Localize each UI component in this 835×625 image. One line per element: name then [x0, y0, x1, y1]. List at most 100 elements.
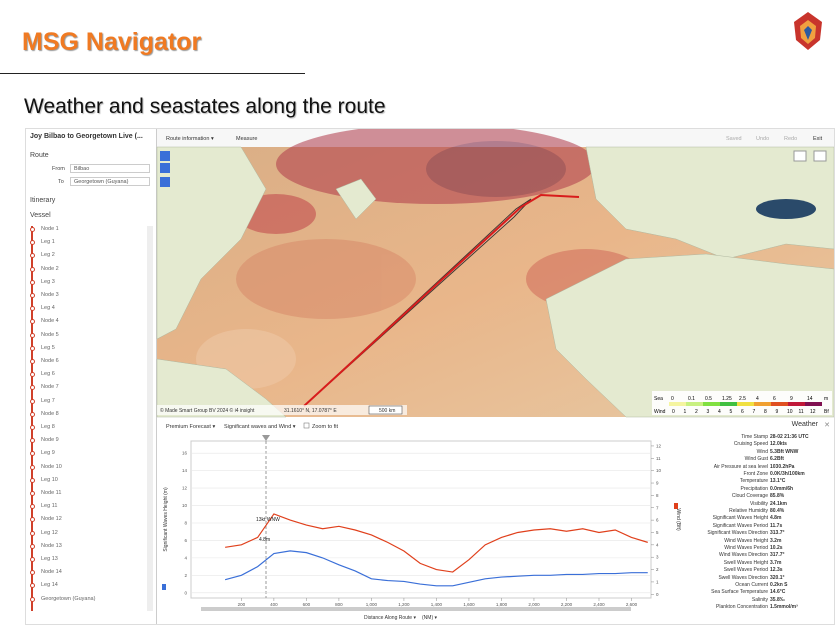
- list-item[interactable]: Georgetown (Guyana): [41, 595, 96, 602]
- list-item[interactable]: Node 1: [41, 226, 59, 232]
- map-button[interactable]: [793, 150, 807, 162]
- list-item[interactable]: Leg 5: [41, 344, 55, 351]
- list-item[interactable]: Leg 11: [41, 503, 58, 510]
- x-tick-label: 2,400: [593, 602, 605, 607]
- map-controls[interactable]: [160, 151, 170, 187]
- axis-key: [162, 584, 166, 590]
- node-dot: [29, 266, 35, 272]
- weather-value: 6.2Bft: [770, 456, 784, 463]
- list-item[interactable]: Node 6: [41, 358, 59, 364]
- list-item[interactable]: Leg 10: [41, 476, 58, 483]
- y2-tick-label: 6: [656, 518, 659, 523]
- list-item[interactable]: Node 10: [41, 463, 62, 470]
- y2-tick-label: 10: [656, 468, 662, 473]
- to-input[interactable]: Georgetown (Guyana): [70, 177, 150, 186]
- node-dot: [29, 438, 35, 444]
- legend-tick: 1.25: [722, 396, 732, 402]
- list-item[interactable]: Node 3: [41, 292, 59, 298]
- range-slider[interactable]: [201, 607, 631, 611]
- cursor-handle[interactable]: [262, 435, 270, 441]
- legend-tick: 2.5: [739, 396, 746, 402]
- y2-tick-label: 0: [656, 592, 659, 597]
- vessel-section[interactable]: Vessel: [30, 212, 51, 219]
- chart-option[interactable]: Premium Forecast ▾: [166, 424, 215, 430]
- weather-key: Air Pressure at sea level: [713, 463, 768, 470]
- legend-tick: 2: [695, 409, 698, 415]
- legend-swatch: [771, 402, 788, 406]
- node-dot: [29, 477, 35, 483]
- list-item[interactable]: Node 7: [41, 384, 59, 391]
- weather-value: 80.4%: [770, 508, 785, 514]
- list-item[interactable]: Node 2: [41, 265, 59, 272]
- legend-swatch: [703, 402, 720, 406]
- weather-value: 13.1°C: [770, 478, 786, 485]
- list-item[interactable]: Leg 4: [41, 305, 55, 312]
- itinerary-section[interactable]: Itinerary: [30, 197, 56, 204]
- to-label: To: [58, 179, 64, 185]
- legend-tick: 8: [764, 409, 767, 415]
- x-tick-label: 1,800: [496, 602, 508, 607]
- chart-option[interactable]: Significant waves and Wind ▾: [224, 424, 296, 430]
- list-item[interactable]: Leg 3: [41, 278, 55, 285]
- legend-tick: 9: [776, 409, 779, 415]
- node-dot: [29, 398, 35, 404]
- list-item[interactable]: Leg 14: [41, 582, 58, 589]
- y2-tick-label: 3: [656, 555, 659, 560]
- list-item[interactable]: Node 5: [41, 331, 59, 338]
- list-item[interactable]: Leg 2: [41, 252, 55, 259]
- toolbar-button[interactable]: Redo: [784, 136, 797, 142]
- list-item[interactable]: Leg 13: [41, 556, 58, 562]
- toolbar-button[interactable]: Undo: [756, 136, 769, 142]
- weather-value: 320.1°: [770, 574, 785, 581]
- scrollbar[interactable]: [147, 226, 153, 611]
- list-item[interactable]: Node 4: [41, 318, 59, 325]
- list-item[interactable]: Leg 12: [41, 529, 58, 536]
- scale-box: [368, 405, 403, 415]
- node-dot: [29, 530, 35, 536]
- legend-swatch: [754, 402, 771, 406]
- land: [156, 146, 834, 418]
- weather-row: Wind Waves Direction 317.7°: [656, 552, 834, 558]
- list-item[interactable]: Leg 8: [41, 424, 55, 430]
- list-item[interactable]: Leg 9: [41, 450, 55, 457]
- toolbar-button[interactable]: Saved: [726, 136, 742, 142]
- legend-swatch: [686, 402, 703, 406]
- from-input[interactable]: Bilbao: [70, 164, 150, 173]
- legend-swatch: [737, 402, 754, 406]
- map-button[interactable]: [813, 150, 827, 162]
- weather-row: Visibility 24.1km: [656, 501, 834, 507]
- checkbox[interactable]: [303, 422, 310, 429]
- weather-value: 0.0mm/6h: [770, 485, 794, 492]
- list-item[interactable]: Node 11: [41, 490, 62, 496]
- chart-option[interactable]: Zoom to fit: [312, 424, 338, 430]
- list-item[interactable]: Node 12: [41, 516, 62, 523]
- weather-row: Wind Waves Height 3.2m: [656, 538, 834, 544]
- x-tick-label: 1,400: [431, 602, 443, 607]
- node-dot: [29, 583, 35, 589]
- node-dot: [29, 227, 35, 232]
- close-button[interactable]: ✕: [824, 422, 830, 429]
- list-item[interactable]: Node 8: [41, 410, 59, 417]
- x-axis-unit: (NM) ▾: [422, 615, 437, 621]
- list-item[interactable]: Node 14: [41, 569, 62, 576]
- legend-tick: 0: [671, 396, 674, 402]
- weather-key: Visibility: [750, 500, 768, 507]
- list-item[interactable]: Node 13: [41, 542, 62, 549]
- toolbar-button[interactable]: Measure: [236, 136, 257, 142]
- weather-row: Cloud Coverage 85.8%: [656, 493, 834, 499]
- x-tick-label: 400: [270, 602, 278, 607]
- annotation: 13kt WNW: [256, 517, 280, 523]
- weather-value: 5.3Bft WNW: [770, 448, 799, 455]
- weather-value: 14.6°C: [770, 589, 786, 596]
- weather-key: Time Stamp: [741, 434, 768, 440]
- list-item[interactable]: Leg 1: [41, 239, 55, 246]
- toolbar-button[interactable]: Route information ▾: [166, 136, 214, 142]
- list-item[interactable]: Leg 6: [41, 371, 55, 378]
- list-item[interactable]: Leg 7: [41, 397, 55, 404]
- weather-key: Swell Waves Height: [723, 559, 768, 566]
- main-view: Route information ▾ Measure Saved Undo Redo E…: [156, 129, 834, 624]
- list-item[interactable]: Node 9: [41, 437, 59, 444]
- toolbar-button[interactable]: Exit: [813, 136, 823, 142]
- route-section[interactable]: Route: [30, 152, 49, 159]
